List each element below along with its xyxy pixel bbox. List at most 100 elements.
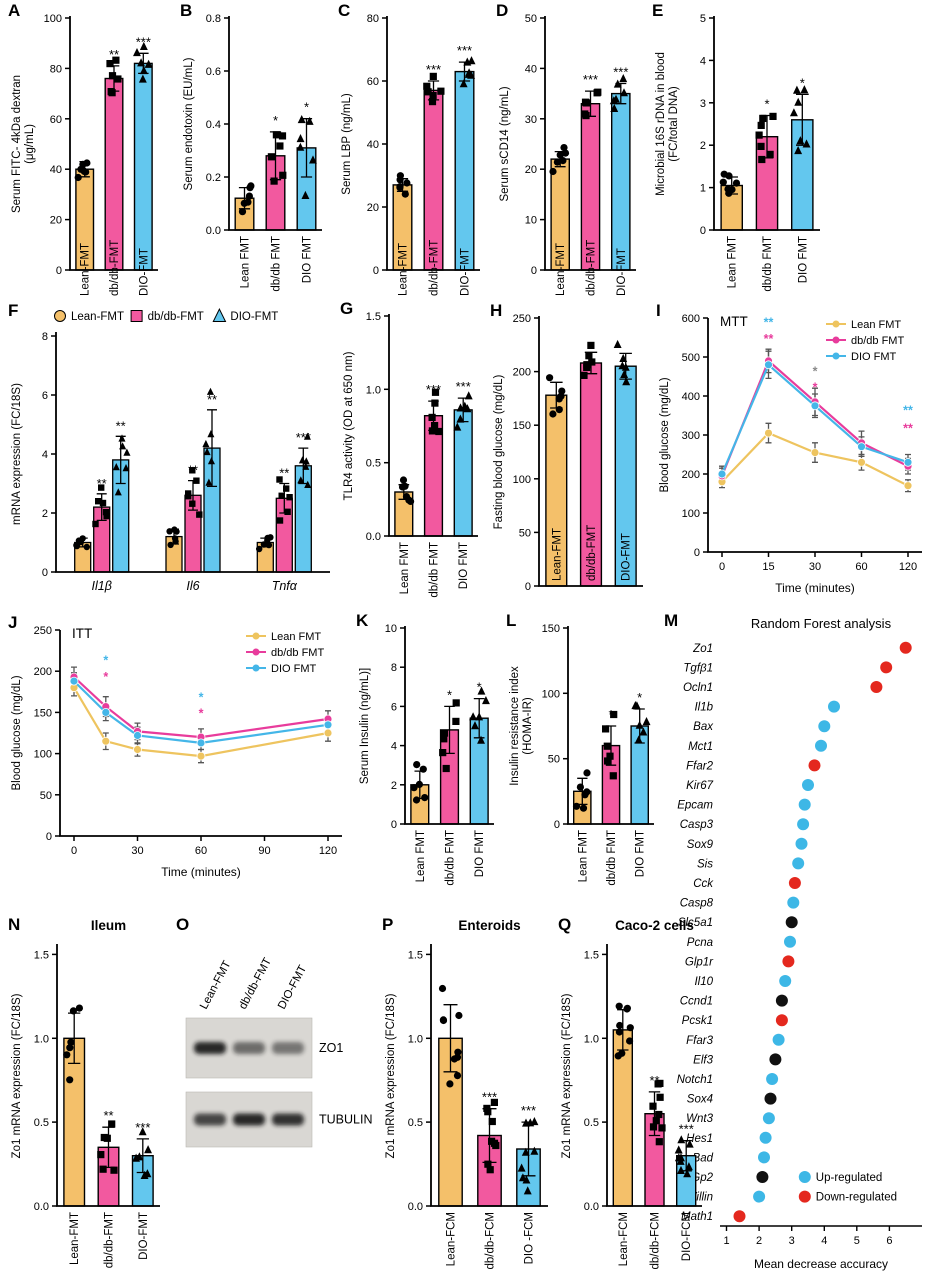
svg-text:mRNA expression (FC/18S): mRNA expression (FC/18S) — [11, 383, 23, 525]
svg-text:4: 4 — [700, 55, 706, 67]
svg-text:50: 50 — [40, 790, 52, 802]
svg-text:Zo1 mRNA expression (FC/18S): Zo1 mRNA expression (FC/18S) — [385, 993, 397, 1158]
svg-text:Time (minutes): Time (minutes) — [775, 581, 855, 595]
svg-text:120: 120 — [319, 845, 337, 857]
panel-letter-g: G — [340, 299, 354, 318]
chart-M: Random Forest analysis Zo1 Tgfβ1 Ocln1 Il1b B… — [677, 616, 922, 1271]
panel-letter-j: J — [8, 613, 18, 632]
chart-C: Serum LBP (ng/mL)020406080Lean-FMT***db/… — [341, 13, 480, 296]
svg-text:Down-regulated: Down-regulated — [816, 1192, 897, 1204]
svg-text:DIO-FMT: DIO-FMT — [460, 248, 472, 296]
svg-text:Il1β: Il1β — [92, 579, 112, 593]
svg-text:10: 10 — [385, 623, 397, 635]
panel-o-western-blot: O Lean-FMT db/db-FMT DIO-FMT ZO1 TUBULIN — [176, 916, 378, 1198]
svg-text:**: ** — [649, 1073, 659, 1088]
svg-text:50: 50 — [548, 754, 560, 766]
svg-text:***: *** — [135, 1120, 150, 1135]
svg-text:Math1: Math1 — [681, 1211, 713, 1223]
svg-text:DIO FMT: DIO FMT — [458, 542, 470, 589]
panel-letter-p: P — [382, 915, 394, 934]
svg-text:150: 150 — [513, 420, 531, 432]
svg-text:100: 100 — [513, 474, 531, 486]
svg-text:80: 80 — [50, 63, 62, 75]
svg-text:DIO FMT: DIO FMT — [271, 663, 316, 675]
svg-text:0: 0 — [56, 265, 62, 277]
svg-text:150: 150 — [542, 623, 560, 635]
svg-text:100: 100 — [682, 508, 700, 520]
panel-letter-a: A — [8, 1, 21, 20]
svg-text:60: 60 — [50, 114, 62, 126]
svg-text:1: 1 — [700, 183, 706, 195]
svg-text:DIO FMT: DIO FMT — [302, 236, 314, 283]
svg-text:0.0: 0.0 — [408, 1201, 423, 1213]
svg-text:Fasting blood glucose (mg/dL): Fasting blood glucose (mg/dL) — [493, 374, 505, 529]
panel-i-mtt-line-chart: I Blood glucose (mg/dL) 0 100 200 300 400 500 60… — [656, 302, 934, 598]
svg-text:Slc5a1: Slc5a1 — [678, 917, 713, 929]
panel-letter-h: H — [490, 301, 503, 320]
chart-F: Lean-FMT db/db-FMT DIO-FMT mRNA expression … — [11, 307, 330, 593]
svg-text:*: * — [103, 670, 108, 684]
svg-text:200: 200 — [34, 666, 52, 678]
svg-text:db/db FMT: db/db FMT — [762, 236, 774, 292]
svg-text:***: *** — [583, 72, 598, 87]
svg-text:db/db-FMT: db/db-FMT — [148, 311, 204, 323]
svg-text:30: 30 — [131, 845, 143, 857]
svg-text:DIO FMT: DIO FMT — [474, 830, 486, 877]
svg-text:*: * — [199, 706, 204, 720]
svg-text:3: 3 — [789, 1235, 795, 1247]
svg-text:Serum endotoxin (EU/mL): Serum endotoxin (EU/mL) — [183, 57, 195, 190]
svg-text:0.0: 0.0 — [366, 531, 381, 543]
panel-h-fasting-glucose-bar-chart: H Fasting blood glucose (mg/dL) 0 50 100 150 2… — [490, 302, 653, 598]
panel-k-serum-insulin-bar-chart: K Serum Insulin (ng/mL)] 0 2 4 6 8 10 Lean FMT * d… — [356, 612, 504, 894]
svg-text:60: 60 — [855, 561, 867, 573]
svg-text:40: 40 — [50, 164, 62, 176]
svg-text:DIO FMT: DIO FMT — [635, 830, 647, 877]
panel-q-caco2-zo1-bar-chart: Q Caco-2 cells Zo1 mRNA expression (FC/18S… — [558, 916, 712, 1276]
panel-j-itt-line-chart: J Blood glucose (mg/dL) 0 50 100 150 200 250 0 30… — [8, 614, 354, 882]
svg-text:**: ** — [116, 418, 126, 433]
svg-text:1.0: 1.0 — [366, 384, 381, 396]
svg-text:30: 30 — [809, 561, 821, 573]
svg-text:90: 90 — [258, 845, 270, 857]
svg-text:Sox4: Sox4 — [687, 1094, 713, 1106]
svg-text:120: 120 — [899, 561, 917, 573]
svg-text:**: ** — [103, 1108, 113, 1123]
svg-text:0.5: 0.5 — [34, 1117, 49, 1129]
svg-text:Ffar3: Ffar3 — [686, 1035, 713, 1047]
svg-text:Zo1 mRNA expression (FC/18S): Zo1 mRNA expression (FC/18S) — [11, 993, 23, 1158]
svg-text:5: 5 — [700, 13, 706, 25]
svg-text:5: 5 — [854, 1235, 860, 1247]
panel-a-serum-fitc-dextran-bar-chart: A Serum FITC- 4kDa dextran (μg/mL) 0 20 40 60 8… — [8, 2, 168, 300]
svg-text:***: *** — [426, 62, 441, 77]
svg-text:Gp2: Gp2 — [691, 1172, 713, 1184]
svg-text:*: * — [199, 691, 204, 705]
svg-text:0: 0 — [694, 547, 700, 559]
svg-text:*: * — [477, 680, 482, 695]
svg-text:0: 0 — [42, 567, 48, 579]
svg-text:100: 100 — [34, 749, 52, 761]
svg-text:4: 4 — [391, 741, 397, 753]
svg-text:ITT: ITT — [72, 626, 92, 641]
panel-f-mrna-expression-grouped-bar-chart: F Lean-FMT db/db-FMT DIO-FMT mRNA expression… — [8, 302, 338, 598]
svg-text:DIO-FMT: DIO-FMT — [621, 533, 633, 581]
svg-text:Notch1: Notch1 — [677, 1074, 713, 1086]
svg-text:Serum Insulin (ng/mL)]: Serum Insulin (ng/mL)] — [359, 668, 371, 784]
svg-text:4: 4 — [42, 449, 48, 461]
svg-text:**: ** — [764, 316, 774, 330]
svg-text:0.5: 0.5 — [408, 1117, 423, 1129]
panel-p-enteroids-zo1-bar-chart: P Enteroids Zo1 mRNA expression (FC/18S) 0.… — [382, 916, 558, 1276]
svg-text:(HOMA-IR): (HOMA-IR) — [522, 697, 534, 755]
chart-H: Fasting blood glucose (mg/dL) 0 50 100 150 20… — [493, 313, 643, 593]
svg-text:db/db-FMT: db/db-FMT — [237, 956, 274, 1011]
svg-text:*: * — [103, 654, 108, 668]
svg-text:Insulin resistance index: Insulin resistance index — [509, 666, 521, 786]
svg-text:TLR4 activity (OD at 650 nm): TLR4 activity (OD at 650 nm) — [343, 351, 355, 500]
svg-text:Ileum: Ileum — [91, 918, 126, 933]
svg-text:Lean FMT: Lean FMT — [851, 319, 901, 331]
svg-text:500: 500 — [682, 352, 700, 364]
panel-letter-m: M — [664, 611, 679, 630]
panel-letter-i: I — [656, 301, 661, 320]
svg-text:**: ** — [903, 404, 913, 418]
svg-text:Glp1r: Glp1r — [685, 956, 714, 968]
